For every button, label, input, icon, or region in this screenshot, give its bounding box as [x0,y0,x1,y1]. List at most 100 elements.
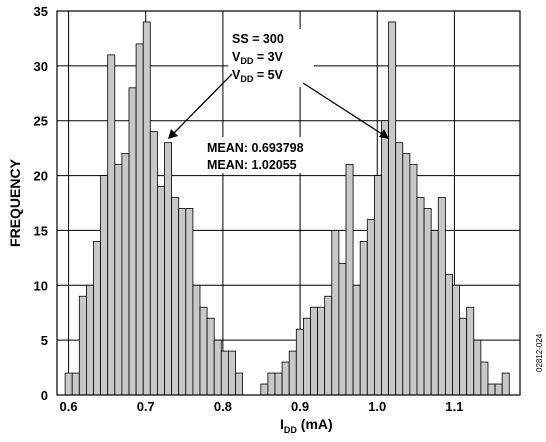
x-tick-label: 1.1 [445,399,463,414]
y-tick-label: 10 [34,278,48,293]
x-tick-label: 1.0 [368,399,386,414]
histogram-bar [156,186,165,396]
histogram-bar [93,240,101,396]
histogram-bar [199,306,208,396]
histogram-bar [260,383,269,396]
histogram-bar [227,350,236,396]
histogram-bar [71,372,80,396]
histogram-bar [142,21,151,396]
annotation-block: SS = 300 VDD = 3V VDD = 5V MEAN: 0.69379… [168,29,389,173]
histogram-bar [135,43,144,396]
mean-5v-label: MEAN: 1.02055 [207,158,297,172]
y-tick-labels: 0 5 10 15 20 25 30 35 [34,4,48,403]
arrow-5v-head [379,129,389,139]
x-axis-title-main: I [280,416,284,432]
y-tick-label: 30 [34,59,48,74]
histogram-bar [437,197,446,396]
vdd-5v-rest: = 5V [253,68,283,82]
mean-3v-label: MEAN: 0.693798 [207,141,304,155]
histogram-bar [444,273,453,396]
histogram-bar [501,372,510,396]
vdd-5v-main: V [232,68,241,82]
x-tick-label: 0.9 [291,399,309,414]
x-axis-title-unit: (mA) [297,416,333,432]
arrow-5v-line [302,82,383,135]
histogram-bar [128,87,137,396]
histogram-bar [352,284,361,396]
sample-size-label: SS = 300 [232,32,284,46]
histogram-bar [149,131,158,396]
histogram-bar [395,142,404,396]
histogram-bar [78,295,87,396]
vdd-3v-sub: DD [240,56,253,66]
histogram-bar [121,153,130,396]
histogram-bar [317,306,326,396]
histogram-bar [388,21,397,396]
histogram-bar [100,175,109,396]
histogram-bar [331,230,340,396]
histogram-bar [494,383,503,396]
histogram-bar [345,164,354,396]
histogram-bar [402,153,411,396]
histogram-bar [164,142,172,396]
histogram-bar [281,361,290,396]
histogram-bar [185,208,194,396]
y-tick-label: 20 [34,169,48,184]
x-tick-label: 0.6 [60,399,78,414]
histogram-bar [409,164,418,396]
bars-layer [64,21,510,396]
vdd-3v-label: VDD = 3V [232,50,284,66]
histogram-bar [452,284,460,396]
vdd-5v-sub: DD [240,74,253,84]
histogram-bar [381,120,389,396]
histogram-bar [466,306,475,396]
histogram-bar [86,284,94,396]
histogram-bar [416,197,425,396]
histogram-bar [302,317,311,396]
histogram-bar [487,383,496,396]
arrow-3v-head [168,129,178,139]
y-axis-title: FREQUENCY [7,158,23,247]
arrow-3v-line [173,73,233,134]
histogram-bar [430,230,439,396]
y-tick-label: 25 [34,114,48,129]
histogram-bar [178,208,187,396]
histogram-bar [423,208,432,396]
histogram-bar [473,339,482,396]
histogram-bar [114,164,123,396]
x-tick-label: 0.8 [214,399,232,414]
y-tick-label: 15 [34,223,48,238]
histogram-bar [459,317,468,396]
histogram-bar [213,339,222,396]
histogram-bar [274,372,283,396]
vdd-3v-rest: = 3V [253,50,283,64]
histogram-bar [338,262,347,396]
x-tick-label: 0.7 [137,399,155,414]
x-tick-labels: 0.6 0.7 0.8 0.9 1.0 1.1 [60,399,464,414]
histogram-bar [206,317,215,396]
y-tick-label: 0 [41,388,48,403]
histogram-bar [310,306,318,396]
histogram-bar [171,197,180,396]
y-tick-label: 35 [34,4,48,19]
vdd-5v-label: VDD = 5V [232,68,284,84]
y-tick-label: 5 [41,333,48,348]
histogram-bar [480,361,489,396]
histogram-bar [107,54,116,396]
plot-frame [56,10,521,396]
figure-id: 02812-024 [535,333,544,372]
histogram-bar [359,240,368,396]
histogram-bar [192,284,201,396]
mean-background [204,137,312,173]
annotation-background [228,29,314,87]
histogram-bar [64,372,73,396]
histogram-bar [366,219,375,396]
histogram-bar [235,372,243,396]
histogram-bar [267,372,276,396]
histogram-bar [288,350,297,396]
histogram-bar [295,328,304,396]
histogram-bar [220,350,229,396]
x-axis-title: IDD (mA) [280,416,333,435]
histogram-bar [324,295,333,396]
